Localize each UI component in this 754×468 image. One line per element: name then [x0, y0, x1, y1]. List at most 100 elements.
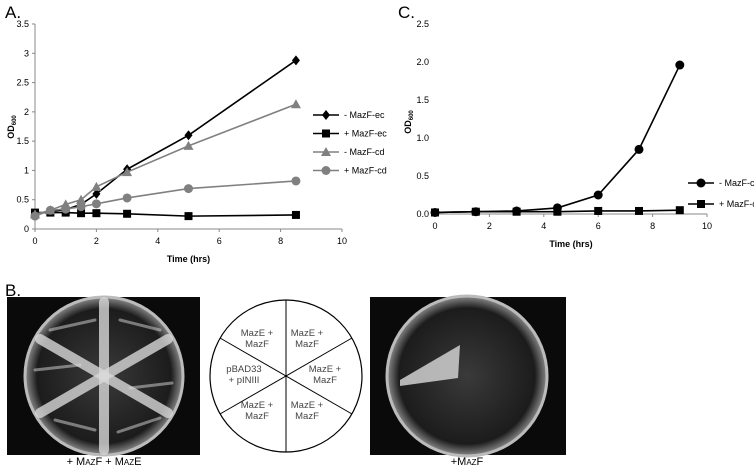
marker [675, 206, 684, 215]
marker [675, 60, 685, 70]
panel-label: A. [5, 3, 21, 22]
sector-label: MazF [245, 411, 269, 422]
y-axis-label: OD600 [403, 110, 415, 134]
marker [553, 207, 562, 216]
marker [512, 207, 521, 216]
y-tick-label: 3.5 [16, 19, 29, 29]
marker [45, 205, 55, 215]
marker [291, 55, 300, 66]
y-tick-label: 1.0 [416, 133, 429, 143]
sector-label: + pINIII [229, 375, 260, 386]
y-tick-label: 2.5 [16, 78, 29, 88]
y-tick-label: 0.5 [416, 171, 429, 181]
marker [290, 99, 301, 109]
legend-marker [696, 178, 706, 188]
marker [92, 209, 101, 218]
series-line [434, 64, 681, 214]
marker [184, 184, 193, 194]
legend-label: + MazF-cd [719, 199, 754, 209]
marker [122, 193, 132, 203]
marker [61, 204, 71, 214]
legend-label: + MazF-ec [344, 129, 387, 139]
y-axis-label: OD600 [6, 115, 18, 139]
sector-label: MazF [313, 375, 337, 386]
legend-label: - MazF-ec [344, 110, 385, 120]
sector-label: MazE + [291, 400, 324, 411]
y-tick-label: 0.5 [16, 195, 29, 205]
legend-marker [321, 147, 331, 156]
sector-label: MazE + [309, 364, 342, 375]
y-axis-label-main: OD [6, 125, 16, 139]
x-tick-label: 8 [278, 236, 283, 246]
y-tick-label: 2 [24, 107, 29, 117]
streaks [33, 297, 174, 455]
series-line [34, 180, 297, 217]
marker [635, 206, 643, 215]
sector-label: MazE + [241, 328, 274, 339]
x-axis-label: Time (hrs) [167, 254, 210, 264]
legend-label: + MazF-cd [344, 166, 387, 176]
legend-label: - MazF-cd [344, 147, 385, 157]
x-tick-label: 4 [541, 221, 546, 231]
y-axis-label-sub: 600 [409, 110, 415, 121]
series-line [34, 59, 297, 216]
series-line [34, 103, 297, 216]
x-axis-label: Time (hrs) [549, 239, 592, 249]
marker [291, 176, 301, 186]
y-tick-label: 0.0 [416, 209, 429, 219]
sector-label: MazF [295, 339, 319, 350]
marker [76, 202, 86, 212]
marker [122, 167, 133, 177]
sector-label: MazE + [291, 328, 324, 339]
marker [123, 209, 132, 218]
x-tick-label: 2 [487, 221, 492, 231]
marker [431, 208, 439, 217]
x-tick-label: 0 [32, 236, 37, 246]
marker [92, 188, 101, 199]
plate-caption: +MazF [451, 456, 484, 468]
marker [183, 140, 194, 150]
x-tick-label: 0 [432, 221, 437, 231]
y-tick-label: 1.5 [16, 136, 29, 146]
sector-label: MazE + [241, 400, 274, 411]
legend-marker [321, 166, 331, 175]
legend-marker [322, 110, 330, 120]
legend-label: - MazF-cd [719, 178, 754, 188]
y-axis-label-sub: 600 [12, 115, 18, 126]
marker [594, 206, 603, 215]
x-tick-label: 6 [217, 236, 222, 246]
panel-label: B. [5, 281, 21, 300]
x-tick-label: 4 [155, 236, 160, 246]
marker [91, 199, 101, 209]
y-tick-label: 0 [24, 224, 29, 234]
marker [471, 207, 480, 216]
y-tick-label: 3 [24, 48, 29, 58]
marker [593, 190, 603, 200]
x-tick-label: 2 [94, 236, 99, 246]
marker [634, 144, 644, 154]
plate [385, 294, 549, 458]
series-line [35, 211, 296, 217]
sector-label: pBAD33 [226, 364, 261, 375]
marker [91, 181, 102, 191]
marker [291, 210, 300, 219]
sector-label: MazF [245, 339, 269, 350]
y-tick-label: 2.5 [416, 19, 429, 29]
plate-diagram [209, 299, 363, 453]
marker [30, 211, 40, 221]
x-tick-label: 10 [337, 236, 347, 246]
x-tick-label: 6 [596, 221, 601, 231]
marker [76, 194, 87, 204]
x-tick-label: 8 [650, 221, 655, 231]
x-tick-label: 10 [702, 221, 712, 231]
legend-marker [697, 200, 705, 208]
y-axis-label-main: OD [403, 120, 413, 134]
plate-caption: + MazF + MazE [67, 456, 142, 468]
marker [184, 212, 193, 221]
y-tick-label: 1 [24, 165, 29, 175]
sector-label: MazF [295, 411, 319, 422]
marker [184, 130, 193, 141]
marker [77, 209, 86, 218]
